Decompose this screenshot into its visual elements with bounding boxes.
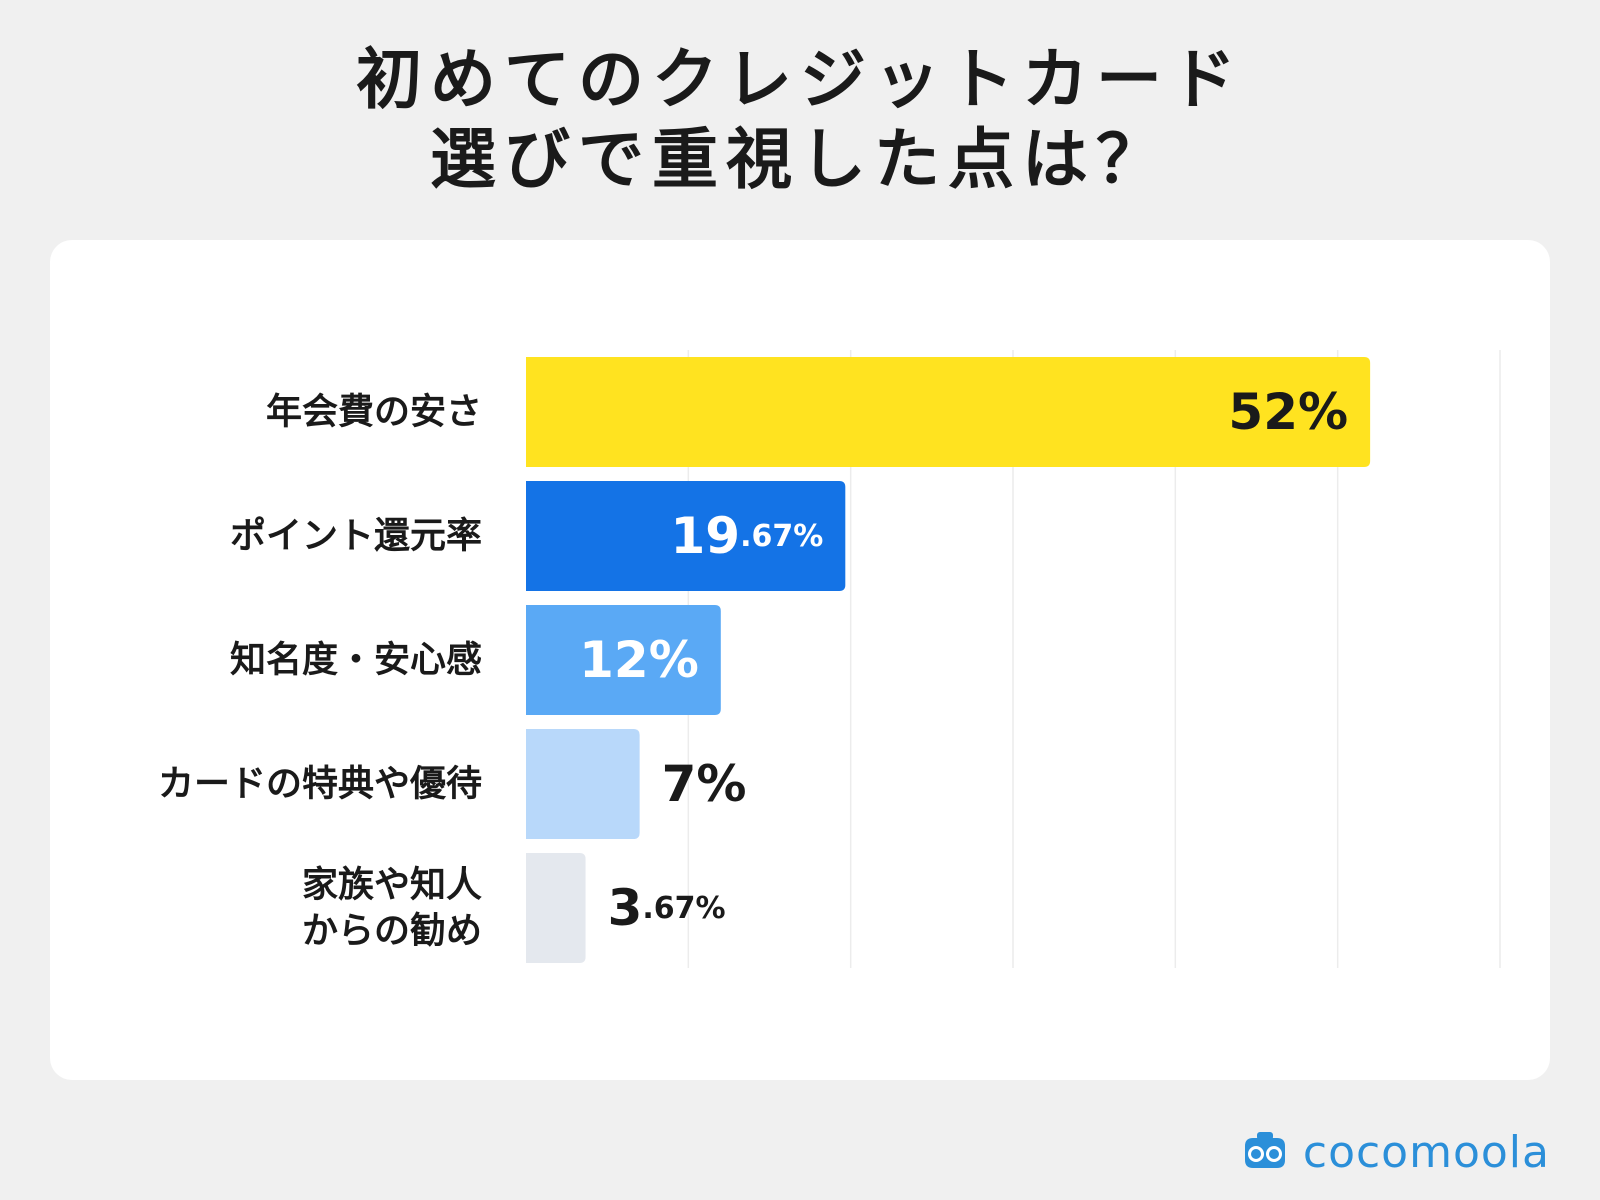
category-label: ポイント還元率 <box>230 515 482 557</box>
category-label: カードの特典や優待 <box>158 764 482 805</box>
bar <box>526 481 846 591</box>
bar <box>526 605 721 715</box>
category-label: 年会費の安さ <box>266 392 482 433</box>
chart-title: 初めてのクレジットカード 選びで重視した点は？ <box>0 40 1600 200</box>
bar <box>526 853 586 963</box>
category-label: 家族や知人 <box>302 865 482 906</box>
category-label: 知名度・安心感 <box>230 640 482 681</box>
category-label: からの勧め <box>302 911 482 952</box>
chart-card: 年会費の安さ 52% ポイント還元率 19.67% 知名度・安心感 12% カードの特典や優… <box>50 240 1550 1080</box>
brand-name: cocomoola <box>1302 1126 1550 1178</box>
data-label: 12% <box>579 631 699 689</box>
data-label: 19.67% <box>671 507 824 565</box>
data-label: 52% <box>1228 383 1348 441</box>
bar <box>526 357 1371 467</box>
chart-title-line-1: 初めてのクレジットカード <box>356 41 1244 118</box>
data-label: 7% <box>662 755 747 813</box>
bar-chart: 年会費の安さ 52% ポイント還元率 19.67% 知名度・安心感 12% カードの特典や優… <box>158 350 1501 968</box>
cocomoola-logo-icon <box>1244 1132 1285 1168</box>
chart-title-line-2: 選びで重視した点は？ <box>430 121 1170 198</box>
brand-logo: cocomoola <box>1237 1122 1550 1182</box>
data-label: 3.67% <box>608 879 726 937</box>
bar <box>526 729 640 839</box>
